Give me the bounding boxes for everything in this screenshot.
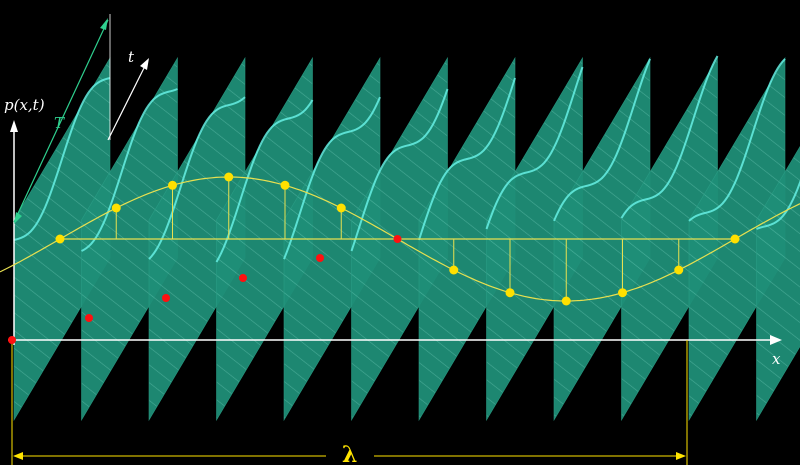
yellow-sample-point bbox=[618, 288, 627, 298]
x-axis-label: x bbox=[772, 350, 781, 368]
y-axis-arrowhead bbox=[10, 120, 18, 132]
centre-red-point bbox=[393, 235, 402, 243]
wavelength-label: λ bbox=[342, 442, 357, 465]
yellow-sample-point bbox=[449, 265, 459, 275]
plane-inner-wave bbox=[756, 179, 800, 230]
yellow-sample-point bbox=[224, 172, 234, 182]
plane-inner-wave bbox=[688, 58, 786, 222]
yellow-sample-point bbox=[561, 296, 571, 306]
period-indicator bbox=[13, 14, 111, 224]
red-phase-point bbox=[85, 314, 93, 322]
t-axis-label: t bbox=[128, 48, 135, 66]
yellow-sample-point bbox=[674, 265, 684, 275]
plane-inner-wave bbox=[485, 66, 584, 230]
time-plane-face bbox=[756, 146, 800, 422]
plane-inner-wave bbox=[620, 55, 719, 219]
plane-inner-wave bbox=[13, 77, 111, 241]
plane-inner-wave bbox=[215, 99, 314, 263]
period-label: T bbox=[54, 114, 65, 132]
plane-inner-wave bbox=[418, 77, 516, 241]
wavelength-indicator bbox=[11, 340, 688, 465]
time-plane bbox=[756, 146, 800, 422]
plane-inner-wave bbox=[553, 58, 651, 222]
yellow-sample-point bbox=[111, 203, 121, 213]
yellow-sample-point bbox=[168, 180, 177, 190]
plane-inner-wave bbox=[350, 88, 449, 252]
red-phase-point bbox=[162, 294, 170, 302]
yellow-sample-point bbox=[336, 203, 346, 213]
red-phase-point bbox=[316, 254, 324, 262]
plane-inner-wave bbox=[283, 96, 381, 260]
time-planes bbox=[13, 55, 800, 422]
yellow-sample-point bbox=[280, 180, 290, 190]
yellow-sample-point bbox=[55, 234, 65, 244]
y-axis-label: p(x,t) bbox=[4, 96, 45, 114]
red-phase-point bbox=[8, 336, 16, 344]
sample-drop-lines bbox=[115, 177, 680, 301]
x-axis-arrowhead bbox=[770, 335, 782, 345]
plane-inner-wave bbox=[148, 96, 246, 260]
red-phase-points bbox=[8, 254, 324, 344]
t-axis-arrowhead bbox=[140, 58, 149, 70]
red-phase-point bbox=[239, 274, 247, 282]
t-axis-line bbox=[107, 63, 147, 141]
yellow-sample-points bbox=[55, 172, 740, 306]
plane-inner-wave bbox=[81, 88, 178, 252]
yellow-sample-point bbox=[505, 288, 515, 298]
yellow-sample-point bbox=[730, 234, 740, 244]
